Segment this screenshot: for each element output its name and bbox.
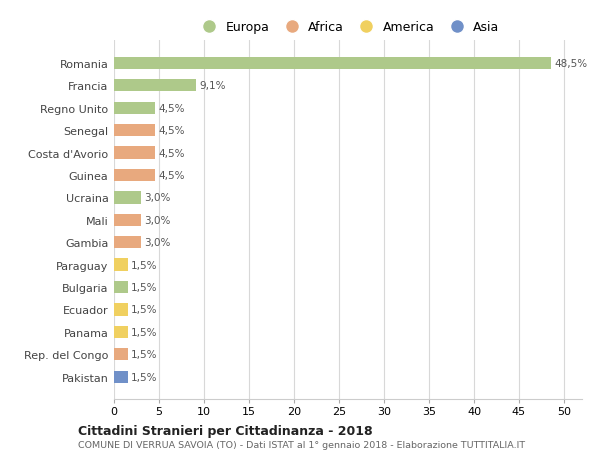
Bar <box>114 259 128 271</box>
Bar <box>114 147 155 159</box>
Text: 4,5%: 4,5% <box>158 126 185 136</box>
Text: 3,0%: 3,0% <box>145 193 171 203</box>
Bar <box>114 192 141 204</box>
Bar <box>114 102 155 115</box>
Text: 1,5%: 1,5% <box>131 327 158 337</box>
Bar <box>114 57 551 70</box>
Text: 1,5%: 1,5% <box>131 282 158 292</box>
Text: 1,5%: 1,5% <box>131 372 158 382</box>
Bar <box>114 371 128 383</box>
Legend: Europa, Africa, America, Asia: Europa, Africa, America, Asia <box>194 19 502 37</box>
Bar <box>114 80 196 92</box>
Text: 4,5%: 4,5% <box>158 148 185 158</box>
Text: 1,5%: 1,5% <box>131 260 158 270</box>
Text: 9,1%: 9,1% <box>199 81 226 91</box>
Text: 1,5%: 1,5% <box>131 305 158 315</box>
Bar <box>114 348 128 361</box>
Bar <box>114 236 141 249</box>
Text: COMUNE DI VERRUA SAVOIA (TO) - Dati ISTAT al 1° gennaio 2018 - Elaborazione TUTT: COMUNE DI VERRUA SAVOIA (TO) - Dati ISTA… <box>78 441 525 449</box>
Bar <box>114 304 128 316</box>
Bar <box>114 214 141 226</box>
Text: 4,5%: 4,5% <box>158 171 185 180</box>
Text: 3,0%: 3,0% <box>145 215 171 225</box>
Text: 48,5%: 48,5% <box>554 59 587 69</box>
Bar <box>114 125 155 137</box>
Bar <box>114 281 128 294</box>
Text: Cittadini Stranieri per Cittadinanza - 2018: Cittadini Stranieri per Cittadinanza - 2… <box>78 424 373 437</box>
Bar <box>114 169 155 182</box>
Text: 3,0%: 3,0% <box>145 238 171 248</box>
Bar <box>114 326 128 338</box>
Text: 1,5%: 1,5% <box>131 350 158 359</box>
Text: 4,5%: 4,5% <box>158 103 185 113</box>
